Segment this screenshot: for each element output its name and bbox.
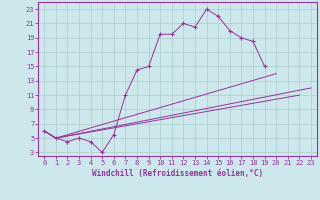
X-axis label: Windchill (Refroidissement éolien,°C): Windchill (Refroidissement éolien,°C) — [92, 169, 263, 178]
